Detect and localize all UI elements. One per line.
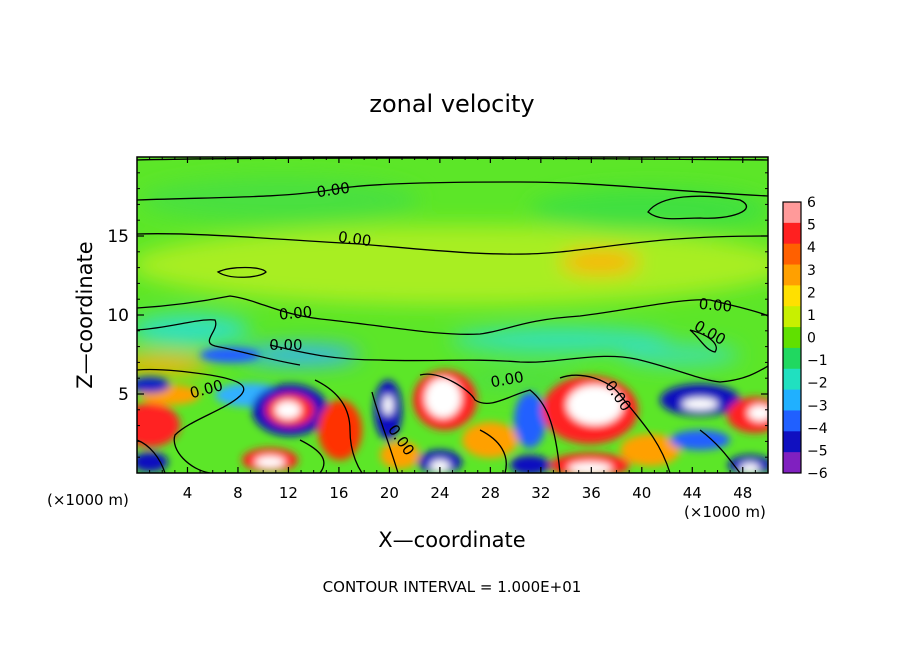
zero-contours (137, 157, 768, 473)
x-tick-label: 28 (481, 484, 500, 502)
contour-line (137, 439, 166, 473)
contour-line (689, 329, 717, 353)
contour-label: 0.00 (337, 228, 373, 250)
contour-line (137, 295, 768, 335)
colorbar-label: 1 (807, 308, 816, 324)
colorbar-label: 4 (807, 240, 816, 256)
colorbar: 6 5 4 3 2 1 0 −1 −2 −3 −4 −5 −6 (782, 195, 828, 482)
contour-line (419, 373, 561, 473)
colorbar-swatch (783, 243, 801, 266)
y-tick-label: 15 (107, 227, 129, 247)
contour-line (137, 157, 768, 161)
x-unit-left: (×1000 m) (47, 491, 129, 509)
velocity-field (137, 157, 768, 473)
x-axis-label: X—coordinate (378, 528, 525, 552)
y-tick-label: 10 (107, 306, 129, 326)
colorbar-frame (782, 201, 802, 474)
contour-line (479, 429, 507, 473)
colorbar-swatch (783, 368, 801, 391)
field-blobs-soft (137, 178, 768, 394)
contour-line (269, 344, 768, 383)
contour-line (371, 391, 399, 473)
colorbar-label: 0 (807, 331, 816, 347)
contour-label: 0.00 (269, 336, 302, 354)
colorbar-swatch (783, 202, 801, 224)
colorbar-label: −6 (807, 466, 828, 482)
colorbar-swatch (783, 264, 801, 286)
colorbar-swatch (783, 327, 801, 349)
x-tick-label: 8 (233, 484, 243, 502)
x-tick-label: 20 (380, 484, 399, 502)
x-tick-label: 32 (531, 484, 550, 502)
x-axis: 4 8 12 16 20 24 28 32 36 40 44 48 (149, 157, 756, 502)
colorbar-swatch (783, 431, 801, 453)
contour-line (216, 266, 267, 278)
contour-interval-note: CONTOUR INTERVAL = 1.000E+01 (323, 578, 582, 596)
contour-line (299, 439, 325, 473)
colorbar-swatch (783, 306, 801, 328)
y-tick-label: 5 (118, 385, 129, 405)
colorbar-label: −4 (807, 421, 828, 437)
x-tick-label: 24 (430, 484, 449, 502)
colorbar-swatch (783, 452, 801, 474)
x-tick-label: 16 (329, 484, 348, 502)
colorbar-label: 2 (807, 285, 816, 301)
x-tick-label: 44 (683, 484, 702, 502)
colorbar-label: −3 (807, 398, 828, 414)
contour-line (137, 319, 301, 366)
contour-line (137, 181, 768, 201)
colorbar-label: −5 (807, 443, 828, 459)
colorbar-label: 6 (807, 195, 816, 211)
colorbar-label: 5 (807, 218, 816, 234)
colorbar-swatch (783, 347, 801, 370)
contour-label: 0.00 (489, 368, 525, 392)
contour-line (137, 368, 245, 473)
contour-label: 0.00 (278, 303, 313, 324)
colorbar-swatch (783, 389, 801, 411)
contour-line (559, 374, 671, 473)
contour-line (699, 429, 741, 473)
colorbar-swatch (783, 222, 801, 245)
colorbar-label: 3 (807, 263, 816, 279)
colorbar-swatch (783, 285, 801, 307)
colorbar-swatch (783, 410, 801, 432)
x-tick-label: 36 (582, 484, 601, 502)
contour-line (647, 195, 748, 220)
contour-line (137, 233, 768, 255)
y-axis: 5 10 15 (107, 172, 768, 458)
x-tick-label: 40 (632, 484, 651, 502)
colorbar-label: −1 (807, 353, 828, 369)
y-axis-label: Z—coordinate (73, 241, 97, 388)
x-tick-label: 12 (279, 484, 298, 502)
x-tick-label: 4 (183, 484, 193, 502)
x-unit-right: (×1000 m) (684, 503, 766, 521)
colorbar-label: −2 (807, 376, 828, 392)
contour-label: 0.00 (698, 295, 733, 316)
contour-line (314, 379, 363, 473)
x-tick-label: 48 (733, 484, 752, 502)
chart-title: zonal velocity (369, 90, 534, 118)
contour-label: 0.00 (315, 179, 351, 201)
